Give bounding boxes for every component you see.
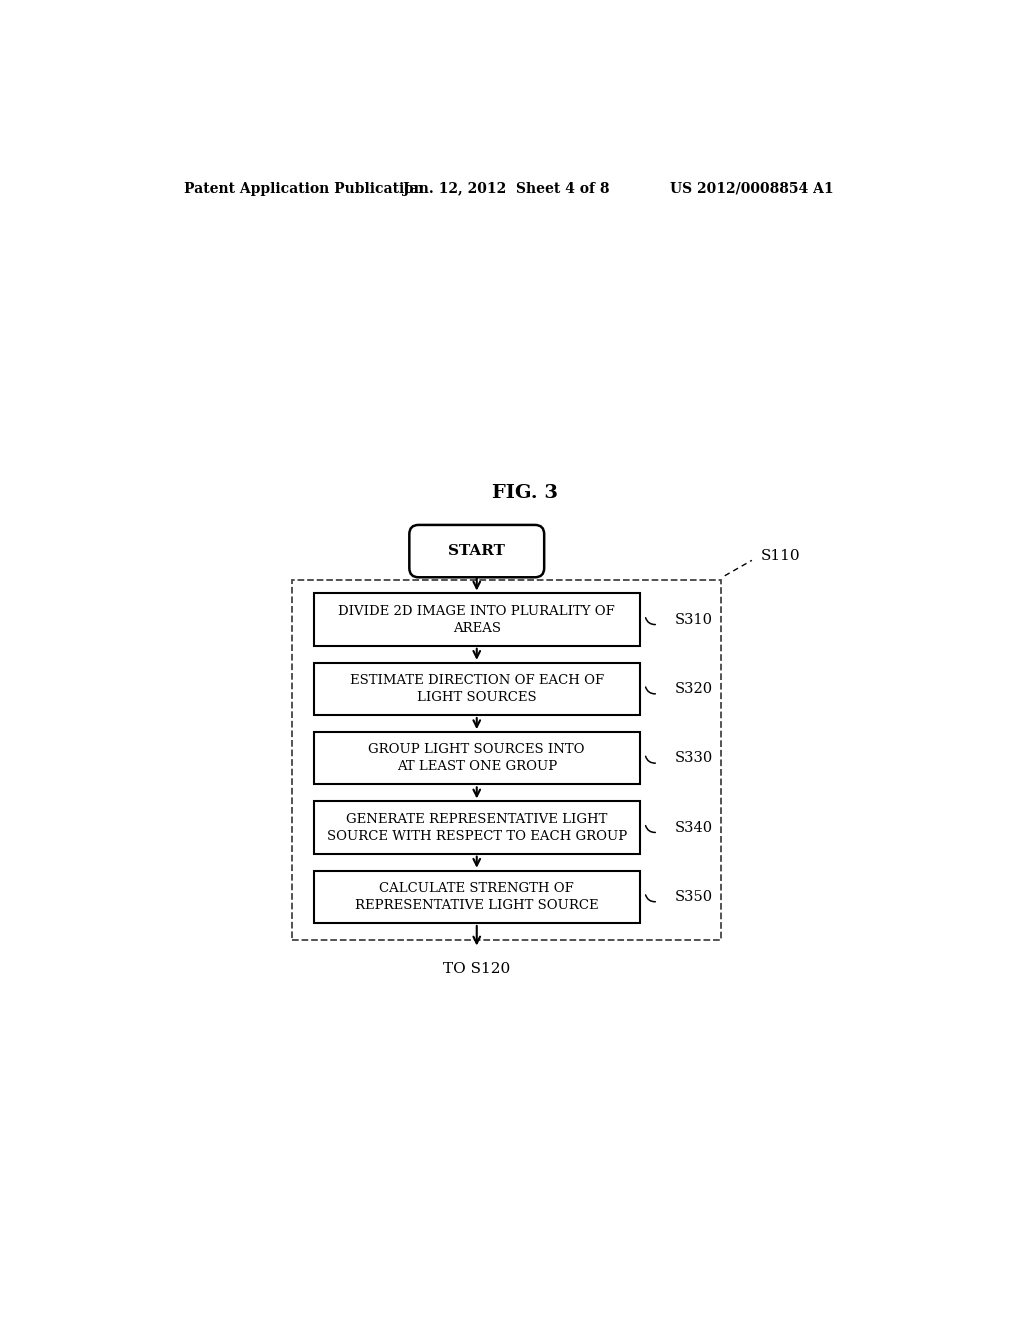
Text: S340: S340: [675, 821, 714, 834]
Text: START: START: [449, 544, 505, 558]
Text: GENERATE REPRESENTATIVE LIGHT
SOURCE WITH RESPECT TO EACH GROUP: GENERATE REPRESENTATIVE LIGHT SOURCE WIT…: [327, 813, 627, 842]
Text: US 2012/0008854 A1: US 2012/0008854 A1: [671, 182, 835, 195]
Text: S320: S320: [675, 682, 714, 696]
Bar: [314, 801, 640, 854]
Text: GROUP LIGHT SOURCES INTO
AT LEAST ONE GROUP: GROUP LIGHT SOURCES INTO AT LEAST ONE GR…: [369, 743, 585, 774]
Text: S310: S310: [675, 612, 713, 627]
Text: ESTIMATE DIRECTION OF EACH OF
LIGHT SOURCES: ESTIMATE DIRECTION OF EACH OF LIGHT SOUR…: [349, 675, 604, 704]
FancyBboxPatch shape: [410, 525, 544, 577]
Bar: [314, 663, 640, 715]
Bar: [314, 733, 640, 784]
Bar: [314, 871, 640, 923]
Text: Patent Application Publication: Patent Application Publication: [183, 182, 424, 195]
Text: DIVIDE 2D IMAGE INTO PLURALITY OF
AREAS: DIVIDE 2D IMAGE INTO PLURALITY OF AREAS: [338, 605, 615, 635]
Text: FIG. 3: FIG. 3: [492, 484, 558, 503]
Text: Jan. 12, 2012  Sheet 4 of 8: Jan. 12, 2012 Sheet 4 of 8: [403, 182, 609, 195]
Text: CALCULATE STRENGTH OF
REPRESENTATIVE LIGHT SOURCE: CALCULATE STRENGTH OF REPRESENTATIVE LIG…: [355, 882, 599, 912]
Text: S110: S110: [761, 549, 801, 564]
Bar: [292, 579, 721, 940]
Text: S330: S330: [675, 751, 714, 766]
Text: S350: S350: [675, 890, 714, 904]
Bar: [314, 594, 640, 645]
Text: TO S120: TO S120: [443, 961, 510, 975]
